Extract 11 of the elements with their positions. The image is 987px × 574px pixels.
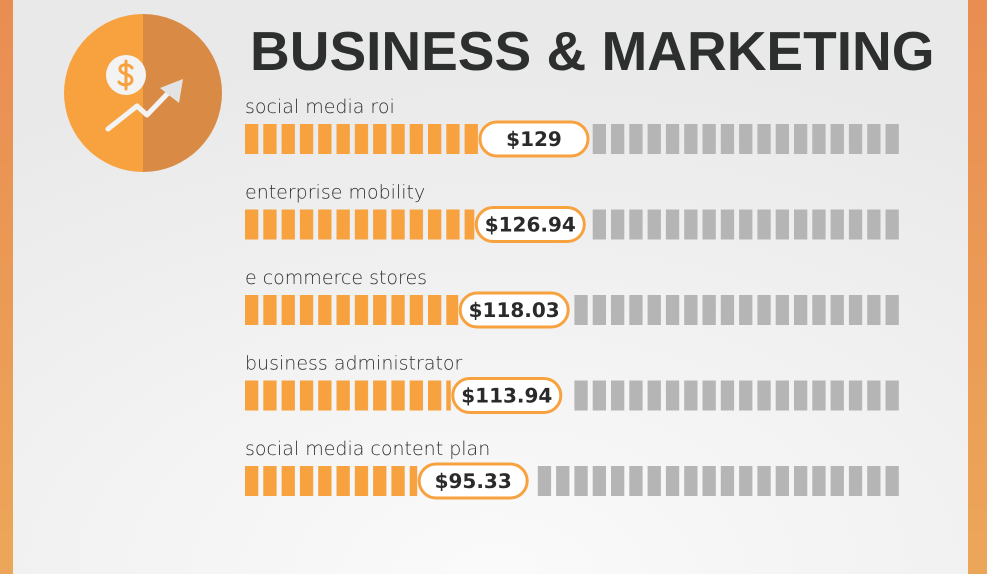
data-label: $113.94 xyxy=(461,384,552,408)
text: BUSINESS & MARKETING xyxy=(250,20,934,82)
y-tick-label: e commerce stores xyxy=(245,267,428,289)
y-tick-label: business administrator xyxy=(245,352,463,374)
data-label: $118.03 xyxy=(468,298,560,322)
y-tick-label: enterprise mobility xyxy=(245,182,426,204)
y-tick-label: social media content plan xyxy=(245,438,490,460)
data-label: $129 xyxy=(506,127,562,151)
data-label: $95.33 xyxy=(434,469,512,493)
y-tick-label: social media roi xyxy=(245,96,395,118)
data-label: $126.94 xyxy=(484,212,576,236)
